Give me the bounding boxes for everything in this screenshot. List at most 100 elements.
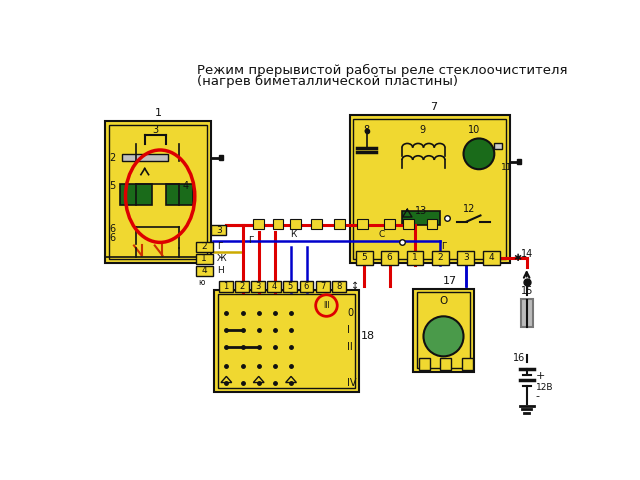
Text: III: III <box>323 301 330 310</box>
Bar <box>120 184 152 205</box>
Text: Н: Н <box>217 266 224 276</box>
Bar <box>109 125 207 259</box>
Bar <box>311 219 322 229</box>
Text: +: + <box>536 371 545 381</box>
Text: О: О <box>440 296 447 306</box>
Bar <box>462 358 473 370</box>
Text: 2: 2 <box>239 282 244 291</box>
Bar <box>122 154 168 161</box>
Text: ю: ю <box>198 278 205 287</box>
Text: 7: 7 <box>320 282 325 291</box>
Text: 1: 1 <box>412 253 418 262</box>
Text: 6: 6 <box>304 282 309 291</box>
Bar <box>214 290 359 392</box>
Bar <box>284 281 297 292</box>
Text: 10: 10 <box>468 125 481 134</box>
Bar <box>483 251 500 265</box>
Bar <box>291 219 301 229</box>
Text: 3: 3 <box>152 125 159 134</box>
Bar <box>432 251 449 265</box>
Text: 1: 1 <box>201 254 207 263</box>
Bar <box>196 254 212 264</box>
Text: Режим прерывистой работы реле стеклоочистителя: Режим прерывистой работы реле стеклоочис… <box>197 64 568 77</box>
Text: 3: 3 <box>255 282 260 291</box>
Bar <box>406 251 424 265</box>
Text: 0: 0 <box>348 308 353 318</box>
Text: II: II <box>348 342 353 352</box>
Bar <box>273 219 284 229</box>
Bar <box>520 300 533 327</box>
Text: 14: 14 <box>520 249 532 259</box>
Bar <box>316 281 330 292</box>
Text: ✱: ✱ <box>513 253 522 263</box>
Bar <box>356 251 372 265</box>
Bar <box>196 241 212 252</box>
Text: Г: Г <box>441 242 446 251</box>
Bar <box>334 219 345 229</box>
Bar <box>300 281 314 292</box>
Text: 5: 5 <box>287 282 293 291</box>
Circle shape <box>463 138 494 169</box>
Bar <box>353 119 506 259</box>
Text: 5: 5 <box>362 253 367 262</box>
Bar <box>402 211 440 225</box>
Bar <box>384 219 395 229</box>
Text: ↕: ↕ <box>351 281 359 291</box>
Bar <box>105 121 211 263</box>
Text: 15: 15 <box>520 286 533 296</box>
Text: К: К <box>290 230 296 239</box>
Text: Ж: Ж <box>217 254 227 263</box>
Bar <box>332 281 346 292</box>
Text: -: - <box>536 391 540 401</box>
Text: 4: 4 <box>182 181 189 191</box>
Text: 2: 2 <box>109 153 116 163</box>
Bar <box>494 143 502 149</box>
Text: (нагрев биметаллической пластины): (нагрев биметаллической пластины) <box>197 74 458 88</box>
Text: 6: 6 <box>387 253 392 262</box>
Bar <box>458 251 474 265</box>
Text: 11: 11 <box>500 163 512 172</box>
Bar <box>196 266 212 276</box>
Text: Г: Г <box>217 242 223 251</box>
Text: 3: 3 <box>463 253 468 262</box>
Text: 1: 1 <box>154 108 161 118</box>
Bar <box>166 184 193 205</box>
Text: 18: 18 <box>361 331 375 341</box>
Bar <box>517 159 521 164</box>
Text: 6: 6 <box>109 224 115 234</box>
Text: 2: 2 <box>438 253 444 262</box>
Bar <box>403 219 414 229</box>
Bar <box>419 358 429 370</box>
Bar <box>349 115 509 263</box>
Bar <box>251 281 265 292</box>
Bar <box>267 281 281 292</box>
Text: 7: 7 <box>430 102 437 112</box>
Text: 3: 3 <box>216 226 221 235</box>
Text: Г: Г <box>248 236 253 245</box>
Bar <box>218 294 355 388</box>
Text: 13: 13 <box>415 206 428 216</box>
Text: 5: 5 <box>109 181 116 191</box>
Bar <box>440 358 451 370</box>
Text: С: С <box>379 230 385 239</box>
Text: I: I <box>348 325 350 335</box>
Text: 4: 4 <box>271 282 276 291</box>
Text: IV: IV <box>348 378 356 387</box>
Text: 16: 16 <box>513 353 525 363</box>
Text: 12: 12 <box>463 204 475 214</box>
Bar <box>357 219 368 229</box>
Bar <box>235 281 249 292</box>
Text: 4: 4 <box>201 266 207 276</box>
Text: 8: 8 <box>364 125 369 134</box>
Bar <box>381 251 398 265</box>
Text: 2: 2 <box>201 242 207 251</box>
Bar <box>219 281 232 292</box>
Bar <box>417 292 470 368</box>
Bar <box>427 219 437 229</box>
Bar <box>253 219 264 229</box>
Text: 6: 6 <box>109 233 115 243</box>
Circle shape <box>424 316 463 356</box>
Bar <box>219 156 223 160</box>
Text: 12В: 12В <box>536 383 554 392</box>
Bar <box>211 226 227 235</box>
